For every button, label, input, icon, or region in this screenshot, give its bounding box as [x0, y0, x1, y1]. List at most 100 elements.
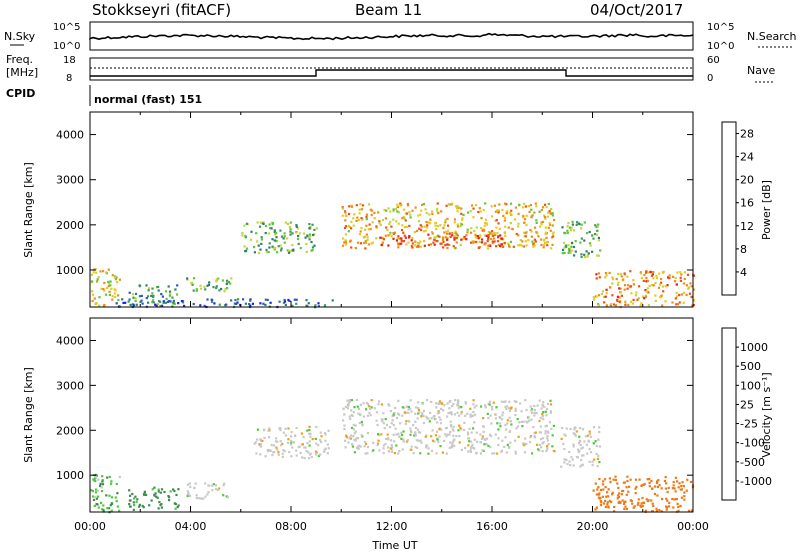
- data-cell-0-6: [494, 233, 497, 236]
- data-cell-0-8: [632, 283, 635, 286]
- data-cell-0-5: [352, 217, 355, 220]
- data-cell-1-6: [607, 506, 610, 509]
- data-cell-1-1: [150, 499, 153, 502]
- data-cell-0-4: [308, 223, 311, 226]
- data-cell-0-8: [678, 293, 681, 297]
- data-cell-1-4: [355, 398, 359, 402]
- data-cell-0-1: [138, 284, 141, 287]
- data-cell-0-5: [503, 219, 506, 222]
- freq-tick-top: 18: [63, 55, 76, 66]
- data-cell-1-4: [397, 432, 400, 435]
- data-cell-1-1: [136, 498, 139, 501]
- data-cell-1-6: [677, 486, 680, 489]
- data-cell-0-5: [367, 228, 371, 231]
- data-cell-0-5: [530, 216, 533, 219]
- data-cell-1-6: [611, 493, 614, 496]
- data-cell-0-5: [344, 225, 348, 228]
- data-cell-1-3: [283, 450, 286, 453]
- data-cell-1-6: [616, 482, 619, 485]
- data-cell-1-0: [94, 479, 97, 483]
- data-cell-0-1: [147, 289, 150, 292]
- data-cell-0-5: [443, 224, 446, 227]
- data-cell-1-4: [393, 452, 396, 455]
- data-cell-0-5: [484, 234, 487, 237]
- data-cell-1-6: [657, 479, 660, 482]
- data-cell-1-6: [660, 510, 663, 513]
- data-cell-1-4: [405, 420, 408, 423]
- data-cell-1-4: [398, 435, 401, 438]
- data-cell-1-4: [482, 449, 485, 452]
- data-cell-0-4: [264, 224, 268, 228]
- data-cell-1-5: [589, 451, 593, 454]
- data-cell-1-4: [503, 400, 506, 403]
- colorbar-tick-label: 100: [740, 379, 761, 392]
- data-cell-0-5: [396, 210, 399, 213]
- data-cell-1-4: [459, 428, 463, 431]
- data-cell-1-0: [115, 500, 118, 503]
- data-cell-0-5: [401, 224, 404, 227]
- data-cell-0-8: [640, 276, 643, 279]
- data-cell-0-7: [569, 251, 572, 254]
- data-cell-0-4: [289, 228, 292, 231]
- data-cell-0-6: [487, 244, 490, 247]
- data-cell-0-8: [598, 276, 601, 279]
- data-cell-0-5: [390, 225, 393, 228]
- data-cell-0-8: [690, 295, 693, 299]
- data-cell-1-6: [601, 495, 605, 498]
- data-cell-1-4: [367, 446, 370, 449]
- data-cell-0-6: [441, 238, 445, 241]
- data-cell-1-4: [456, 404, 459, 407]
- data-cell-1-4: [473, 406, 476, 409]
- data-cell-0-3: [183, 304, 186, 307]
- data-cell-0-6: [487, 234, 490, 237]
- data-cell-0-8: [624, 300, 627, 303]
- data-cell-1-5: [589, 435, 592, 438]
- data-cell-0-4: [259, 221, 262, 224]
- data-cell-0-6: [499, 245, 502, 248]
- data-cell-0-7: [567, 222, 570, 225]
- data-cell-1-5: [597, 438, 600, 441]
- data-cell-1-1: [129, 505, 132, 508]
- data-cell-1-4: [409, 433, 412, 436]
- x-tick-label: 20:00: [577, 520, 609, 533]
- data-cell-0-6: [481, 238, 484, 241]
- data-cell-1-1: [143, 491, 146, 495]
- data-cell-1-1: [128, 503, 131, 506]
- data-cell-1-4: [407, 408, 410, 411]
- data-cell-1-4: [403, 411, 407, 414]
- colorbar-tick-label: -1000: [740, 475, 772, 488]
- data-cell-1-3: [326, 443, 329, 446]
- x-tick-label: 12:00: [376, 520, 408, 533]
- data-cell-1-4: [362, 415, 365, 418]
- data-cell-1-6: [626, 475, 629, 478]
- data-cell-0-0: [116, 281, 119, 284]
- data-cell-1-4: [421, 413, 424, 416]
- data-cell-1-4: [472, 427, 475, 430]
- data-cell-0-7: [592, 237, 595, 240]
- data-cell-0-0: [105, 271, 108, 274]
- data-cell-0-5: [518, 244, 521, 247]
- data-cell-0-5: [490, 205, 493, 208]
- data-cell-1-4: [344, 439, 347, 442]
- data-cell-0-6: [497, 235, 500, 238]
- data-cell-0-5: [477, 210, 480, 214]
- data-cell-1-4: [372, 441, 375, 444]
- velocity-panel-frame: [89, 317, 694, 513]
- data-cell-1-6: [612, 478, 615, 481]
- data-cell-1-4: [425, 446, 428, 449]
- data-cell-0-4: [267, 251, 270, 254]
- data-cell-0-6: [381, 241, 384, 244]
- data-cell-0-8: [660, 277, 663, 281]
- data-cell-0-5: [449, 235, 452, 238]
- data-cell-1-4: [549, 411, 552, 414]
- data-cell-0-5: [388, 222, 391, 226]
- data-cell-1-4: [427, 452, 430, 455]
- data-cell-0-1: [164, 301, 168, 304]
- data-cell-1-4: [482, 430, 485, 433]
- data-cell-1-0: [108, 494, 111, 497]
- data-cell-1-4: [467, 450, 470, 453]
- data-cell-0-8: [611, 278, 614, 281]
- data-cell-0-8: [655, 277, 658, 280]
- data-cell-1-4: [400, 437, 403, 440]
- data-cell-1-4: [549, 410, 553, 413]
